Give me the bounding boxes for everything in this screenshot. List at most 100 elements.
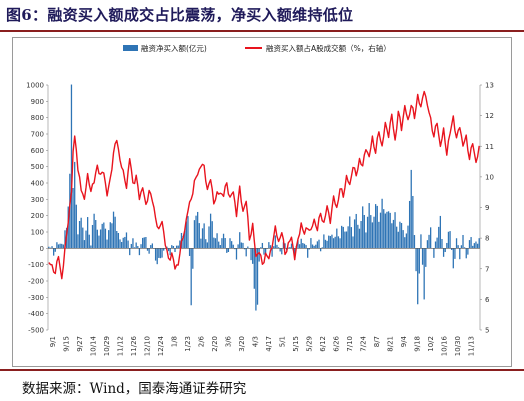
bar (132, 238, 134, 249)
bar (195, 215, 197, 249)
bar (129, 248, 131, 256)
bar (421, 248, 424, 265)
x-tick-label: 12/10 (143, 336, 151, 356)
x-tick-label: 10/30 (454, 336, 462, 356)
bar (154, 248, 157, 261)
x-tick-label: 1/23 (184, 336, 192, 352)
x-tick-label: 9/15 (62, 336, 70, 352)
bar (127, 240, 129, 249)
bar (460, 245, 463, 249)
bar (112, 211, 115, 249)
bar (328, 235, 330, 249)
bar (101, 223, 103, 249)
bar (307, 248, 309, 258)
page-title: 图6：融资买入额成交占比震荡，净买入额维持低位 (6, 6, 354, 24)
bar (383, 209, 385, 249)
bar (402, 230, 404, 249)
bar (93, 213, 95, 249)
bar (418, 248, 420, 274)
bar (142, 237, 144, 249)
bar (313, 245, 315, 249)
bar (410, 169, 412, 249)
bar (425, 248, 427, 267)
left-tick-label: 100 (31, 229, 44, 237)
bar (172, 246, 175, 249)
bar (103, 222, 105, 249)
bar (387, 211, 390, 249)
bar (258, 248, 260, 262)
bar (336, 228, 338, 249)
bar (156, 248, 158, 265)
bar (214, 238, 217, 249)
bar (200, 238, 202, 249)
left-tick-label: 500 (31, 163, 44, 171)
bar (463, 247, 466, 249)
bar (192, 248, 194, 269)
bar (138, 248, 141, 256)
bar (133, 247, 136, 249)
bar (78, 221, 81, 249)
bar (130, 243, 132, 249)
bar (381, 198, 383, 249)
bar (423, 248, 425, 300)
right-tick-label: 9 (485, 204, 489, 212)
x-tick-label: 10/2 (427, 336, 435, 352)
bar (290, 243, 293, 249)
bar (459, 248, 461, 260)
left-tick-label: -500 (28, 327, 44, 335)
bar (384, 213, 386, 249)
bar (475, 241, 477, 249)
x-tick-label: 6/12 (319, 336, 327, 352)
bar (57, 244, 60, 249)
left-tick-label: 600 (31, 147, 44, 155)
title-divider (0, 30, 524, 32)
bar (174, 248, 176, 253)
bar (243, 248, 246, 250)
bar (256, 248, 259, 305)
bar (245, 248, 247, 257)
bar (117, 233, 120, 249)
bar (239, 232, 241, 249)
bar (163, 248, 165, 251)
bar (250, 248, 252, 261)
x-tick-label: 3/6 (224, 335, 232, 347)
bar (302, 243, 304, 249)
x-tick-label: 3/20 (238, 336, 246, 352)
bar (365, 232, 367, 249)
bar (209, 213, 212, 249)
bar (284, 243, 286, 249)
bar (230, 241, 233, 249)
x-tick-label: 10/29 (103, 336, 111, 356)
bar (188, 248, 191, 256)
bar (143, 237, 145, 249)
bar (452, 248, 454, 269)
bar (374, 204, 377, 249)
bar (185, 221, 187, 249)
bar (54, 248, 56, 252)
left-tick-label: 800 (31, 114, 44, 122)
bar (449, 231, 451, 249)
x-tick-label: 9/27 (76, 336, 84, 352)
bar (148, 248, 150, 254)
bar (171, 245, 173, 249)
bar (179, 240, 181, 249)
bar (240, 242, 242, 249)
right-tick-label: 12 (485, 112, 494, 120)
bar (300, 238, 302, 249)
bar (438, 226, 440, 249)
bar (342, 226, 344, 249)
bar (109, 222, 111, 249)
left-tick-label: 200 (31, 212, 44, 220)
bar (213, 237, 215, 249)
bar (252, 248, 254, 264)
x-tick-label: 5/29 (305, 336, 313, 352)
combo-chart: 融资净买入额(亿元) 融资买入额占A股成交额（%，右轴） 10009008007… (26, 43, 494, 356)
x-tick-label: 6/26 (332, 335, 340, 351)
bar (140, 244, 142, 249)
bar (116, 230, 118, 249)
bar (311, 244, 314, 249)
bar (145, 237, 147, 249)
bar (303, 243, 306, 249)
bar (318, 239, 320, 249)
bar (119, 239, 121, 249)
